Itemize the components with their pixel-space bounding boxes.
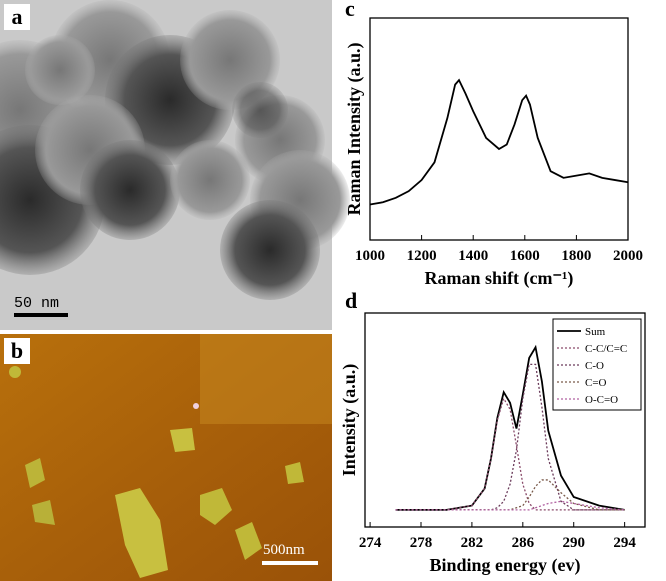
legend-label: O-C=O [585, 394, 618, 406]
x-tick-label: 1600 [510, 248, 540, 264]
x-tick-label: 1200 [407, 248, 437, 264]
x-tick-label: 290 [562, 535, 585, 551]
panel-label: c [345, 0, 355, 21]
x-tick-label: 274 [359, 535, 382, 551]
x-tick-label: 278 [410, 535, 433, 551]
scale-bar-label: 50 nm [14, 295, 59, 312]
x-tick-label: 2000 [613, 248, 643, 264]
panel-label-box [4, 338, 30, 364]
x-tick-label: 282 [461, 535, 484, 551]
axes-frame [369, 17, 629, 241]
x-tick-label: 1000 [355, 248, 385, 264]
legend-label: C=O [585, 377, 607, 389]
panel-label: d [345, 288, 357, 313]
scale-bar [262, 561, 318, 565]
x-tick-label: 286 [512, 535, 535, 551]
panel-label-box [4, 4, 30, 30]
x-axis-label: Raman shift (cm⁻¹) [425, 268, 574, 289]
scale-bar-label: 500nm [263, 542, 305, 558]
panel-b-image [0, 334, 332, 581]
series-line [369, 78, 629, 206]
series-line [395, 396, 625, 511]
x-axis-label: Binding energy (ev) [430, 555, 581, 576]
series-line [395, 500, 625, 511]
legend-label: C-O [585, 360, 604, 372]
legend-label: C-C/C=C [585, 343, 627, 355]
x-tick-label: 294 [613, 535, 636, 551]
legend-box [552, 318, 642, 411]
legend-label: Sum [585, 326, 606, 338]
y-axis-label: Raman Intensity (a.u.) [344, 42, 365, 215]
panel-a-image [0, 0, 350, 330]
scale-bar [14, 313, 68, 317]
panel-label: a [12, 4, 23, 29]
axes-frame [364, 312, 646, 528]
panel-label: b [11, 338, 23, 363]
x-tick-label: 1800 [561, 248, 591, 264]
y-axis-label: Intensity (a.u.) [339, 364, 360, 477]
x-tick-label: 1400 [458, 248, 488, 264]
